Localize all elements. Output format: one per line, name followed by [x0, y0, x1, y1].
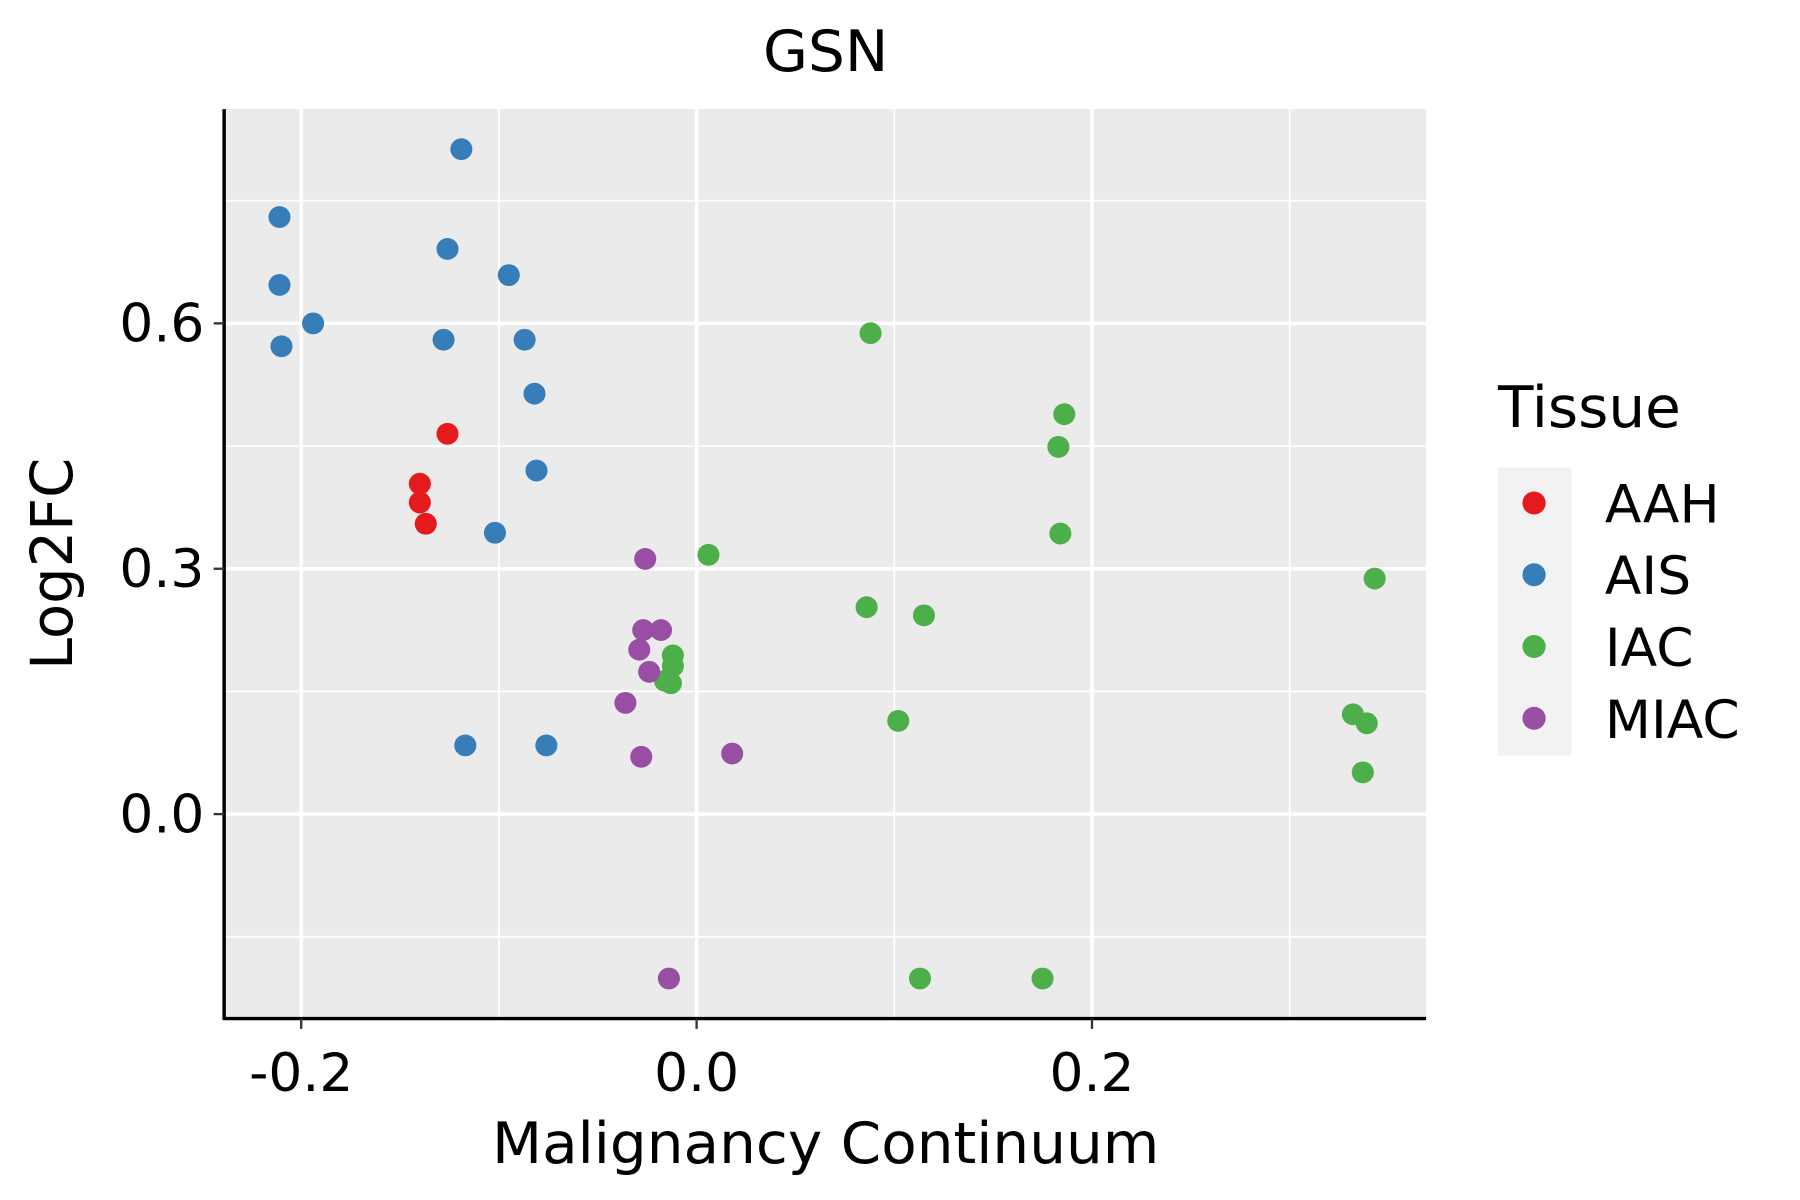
data-point-iac — [1351, 761, 1374, 784]
data-point-miac — [721, 742, 744, 765]
data-point-ais — [268, 274, 291, 296]
x-tick-label: 0.0 — [654, 1042, 739, 1104]
y-tick-label: 0.6 — [119, 293, 204, 355]
data-point-ais — [268, 206, 291, 228]
data-point-miac — [614, 691, 637, 714]
data-point-ais — [270, 335, 293, 358]
data-point-miac — [634, 548, 657, 570]
legend-label-aah: AAH — [1605, 474, 1720, 536]
x-tick-label: 0.2 — [1050, 1042, 1135, 1104]
data-point-iac — [855, 596, 878, 619]
legend-key-aah — [1522, 491, 1546, 515]
data-point-ais — [483, 521, 506, 544]
data-point-ais — [525, 459, 548, 482]
data-point-miac — [630, 745, 653, 768]
data-point-iac — [912, 604, 935, 627]
data-point-ais — [436, 238, 459, 260]
data-point-iac — [1363, 567, 1386, 590]
data-point-ais — [432, 328, 455, 351]
data-point-ais — [454, 734, 477, 757]
y-tick-label: 0.3 — [119, 538, 204, 600]
legend-label-miac: MIAC — [1605, 689, 1740, 751]
legend-label-iac: IAC — [1605, 617, 1694, 679]
plot-panel — [224, 109, 1427, 1019]
x-tick-label: -0.2 — [249, 1042, 353, 1104]
data-point-iac — [1049, 522, 1072, 545]
data-point-iac — [1355, 712, 1378, 735]
x-axis-label: Malignancy Continuum — [492, 1110, 1159, 1178]
data-point-ais — [523, 382, 546, 405]
data-point-miac — [657, 967, 680, 990]
data-point-iac — [1047, 435, 1070, 458]
data-point-iac — [697, 543, 720, 566]
data-point-miac — [632, 619, 655, 641]
legend-key-ais — [1522, 563, 1546, 587]
data-point-ais — [450, 138, 473, 161]
data-point-aah — [408, 491, 431, 514]
data-point-iac — [859, 322, 882, 345]
data-point-aah — [408, 472, 431, 495]
data-point-iac — [1053, 403, 1076, 426]
data-point-ais — [513, 328, 536, 351]
data-point-miac — [628, 638, 651, 661]
legend: Tissue AAH AIS IAC MIAC — [1497, 373, 1740, 756]
data-point-iac — [887, 709, 910, 732]
y-tick-label: 0.0 — [119, 784, 204, 846]
y-axis-label: Log2FC — [18, 458, 86, 670]
legend-key-iac — [1522, 635, 1546, 658]
data-point-iac — [908, 967, 932, 990]
data-point-ais — [497, 264, 520, 287]
data-point-aah — [436, 422, 459, 445]
data-point-ais — [302, 312, 325, 335]
data-point-iac — [1031, 967, 1054, 990]
chart-title: GSN — [763, 18, 888, 86]
data-point-ais — [535, 734, 558, 757]
data-point-aah — [414, 512, 437, 535]
data-point-miac — [638, 660, 661, 683]
data-point-miac — [649, 619, 673, 641]
legend-key-miac — [1522, 706, 1546, 730]
legend-title: Tissue — [1497, 373, 1681, 441]
legend-label-ais: AIS — [1605, 546, 1691, 608]
data-point-iac — [659, 672, 682, 695]
